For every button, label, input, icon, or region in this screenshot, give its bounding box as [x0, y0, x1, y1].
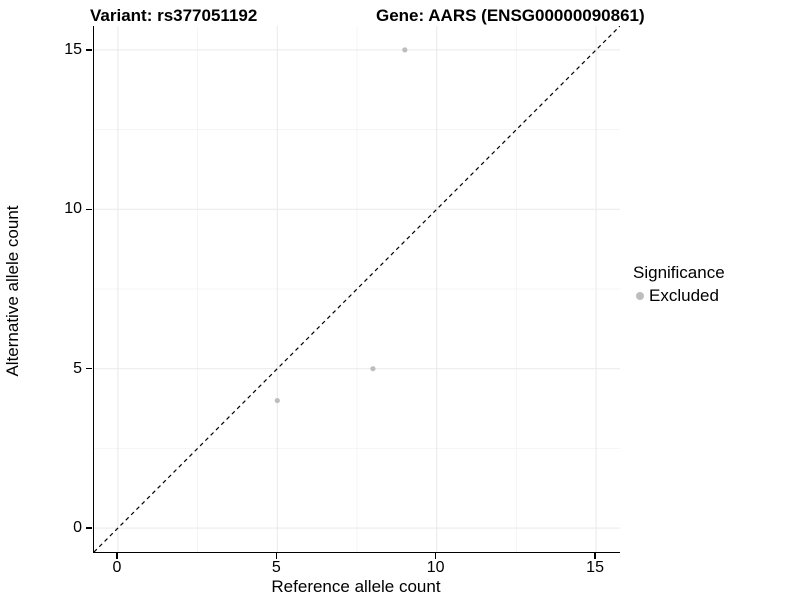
x-axis-tick: [594, 553, 596, 559]
legend: Significance Excluded: [633, 263, 725, 306]
plot-title-gene: Gene: AARS (ENSG00000090861): [376, 6, 645, 25]
legend-entry-label: Excluded: [649, 286, 719, 305]
legend-entries: Excluded: [633, 286, 725, 306]
legend-title: Significance: [633, 263, 725, 282]
plot-area-svg: [94, 26, 620, 552]
plot-panel: [93, 26, 620, 553]
y-axis-title: Alternative allele count: [3, 205, 22, 377]
y-axis-tick: [86, 527, 92, 529]
data-point: [274, 397, 280, 404]
y-axis-tick-label: 5: [73, 359, 82, 377]
legend-key-dot-icon: [636, 292, 644, 300]
y-axis-tick: [86, 49, 92, 51]
x-axis-tick-label: 15: [586, 559, 604, 576]
legend-entry: Excluded: [636, 286, 725, 306]
y-axis-tick-label: 15: [64, 40, 82, 58]
x-axis-tick-label: 5: [271, 559, 281, 576]
plot-title-variant: Variant: rs377051192: [90, 6, 258, 25]
x-axis-tick: [275, 553, 278, 559]
x-axis-tick-label: 10: [426, 559, 445, 576]
identity-reference-line: [94, 26, 620, 552]
data-point: [402, 47, 408, 53]
x-axis-tick: [434, 553, 437, 559]
x-axis-tick: [116, 553, 118, 559]
x-axis-tick-label: 0: [112, 559, 122, 576]
y-axis-tick-label: 10: [64, 200, 82, 218]
y-axis-tick: [86, 367, 92, 370]
y-axis-tick: [86, 208, 92, 211]
data-point: [370, 366, 376, 372]
y-axis-tick-label: 0: [73, 519, 82, 537]
x-axis-title: Reference allele count: [271, 577, 441, 596]
